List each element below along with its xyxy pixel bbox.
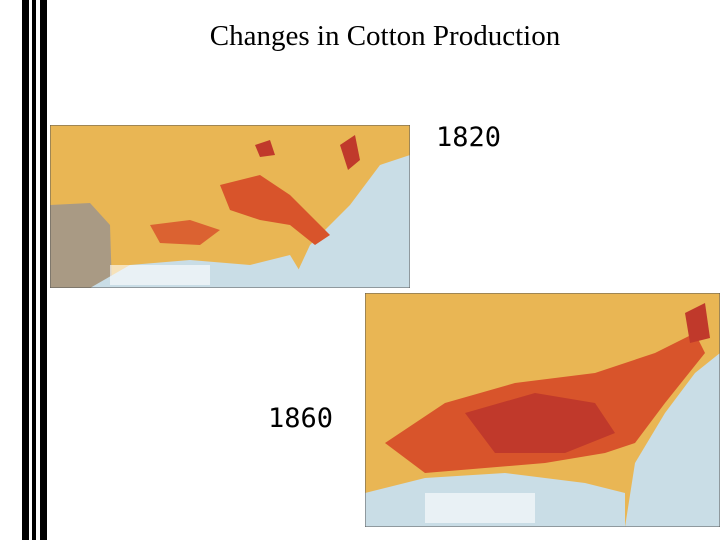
map-1820 xyxy=(50,125,410,288)
decor-bar xyxy=(32,0,36,540)
decor-bar xyxy=(22,0,29,540)
decor-bar xyxy=(40,0,47,540)
slide-title: Changes in Cotton Production xyxy=(209,20,561,52)
year-label: 1820 xyxy=(436,122,502,153)
year-label: 1860 xyxy=(268,403,334,434)
map-1860 xyxy=(365,293,720,527)
